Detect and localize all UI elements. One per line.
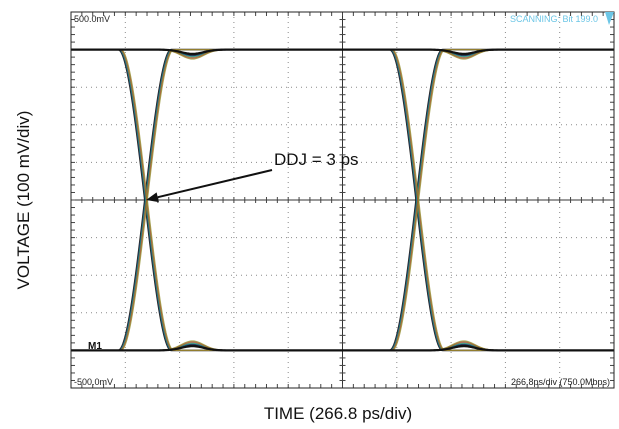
- scanning-status-label: SCANNING: Bit 199.0: [510, 14, 598, 24]
- ddj-arrowhead-icon: [146, 192, 159, 203]
- bottom-left-voltage-label: -500.0mV: [74, 377, 113, 387]
- timebase-label: 266.8ps/div (750.0Mbps): [511, 377, 610, 387]
- y-axis-title: VOLTAGE (100 mV/div): [14, 111, 33, 290]
- trigger-indicator-icon: [605, 12, 614, 25]
- low-level-trace: [71, 345, 614, 352]
- x-axis-title: TIME (266.8 ps/div): [264, 404, 412, 423]
- ddj-annotation-arrow: [157, 169, 273, 199]
- top-left-voltage-label: 500.0mV: [74, 14, 110, 24]
- high-level-trace: [71, 48, 614, 55]
- m1-marker-label: M1: [88, 341, 102, 352]
- ddj-annotation-label: DDJ = 3 ps: [274, 150, 359, 169]
- plot-frame: [70, 11, 615, 389]
- eye-traces: [71, 48, 614, 352]
